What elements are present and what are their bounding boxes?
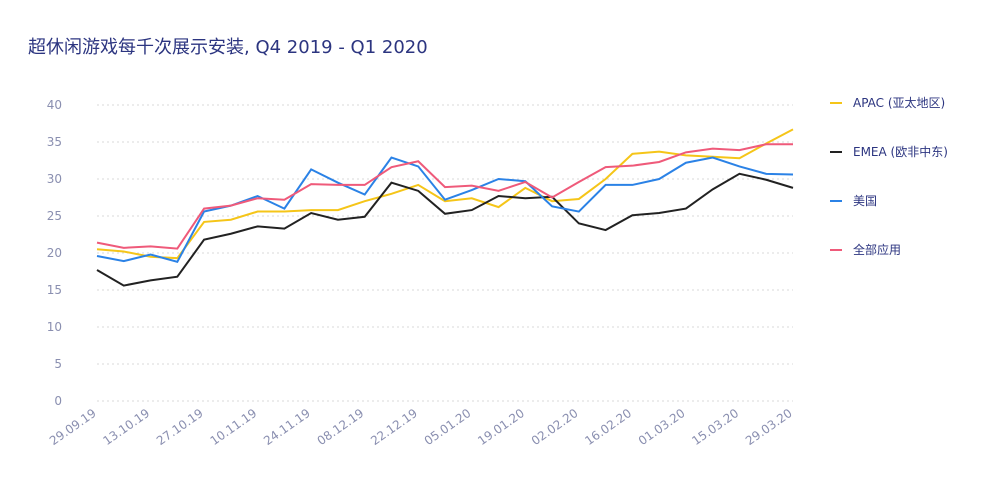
legend-label: 美国 [853,194,877,208]
line-series [96,143,793,250]
x-tick-label: 15.03.20 [689,406,741,448]
legend-label: EMEA (欧非中东) [853,144,948,159]
x-tick-label: 29.03.20 [743,406,795,448]
x-tick-label: 01.03.20 [636,406,688,448]
line-series [96,128,794,260]
y-tick-label: 0 [54,394,62,408]
legend-label: APAC (亚太地区) [853,95,945,110]
x-tick-label: 19.01.20 [475,406,527,448]
y-tick-label: 35 [47,135,62,149]
x-tick-label: 02.02.20 [529,406,581,448]
x-tick-label: 24.11.19 [261,406,313,448]
x-tick-label: 27.10.19 [154,406,206,448]
x-tick-label: 16.02.20 [582,406,634,448]
y-tick-label: 20 [47,246,62,260]
x-tick-label: 08.12.19 [315,406,367,448]
x-tick-label: 13.10.19 [100,406,152,448]
y-tick-label: 10 [47,320,62,334]
chart-title: 超休闲游戏每千次展示安装, Q4 2019 - Q1 2020 [28,37,428,58]
x-tick-label: 22.12.19 [368,406,420,448]
y-tick-label: 30 [47,172,62,186]
y-tick-label: 40 [47,98,62,112]
y-tick-label: 5 [54,357,62,371]
y-tick-label: 25 [47,209,62,223]
x-tick-label: 29.09.19 [47,406,99,448]
legend-label: 全部应用 [853,242,901,257]
x-tick-label: 10.11.19 [208,406,260,448]
y-tick-label: 15 [47,283,62,297]
line-series [96,172,794,287]
line-series [96,156,794,264]
x-tick-label: 05.01.20 [422,406,474,448]
